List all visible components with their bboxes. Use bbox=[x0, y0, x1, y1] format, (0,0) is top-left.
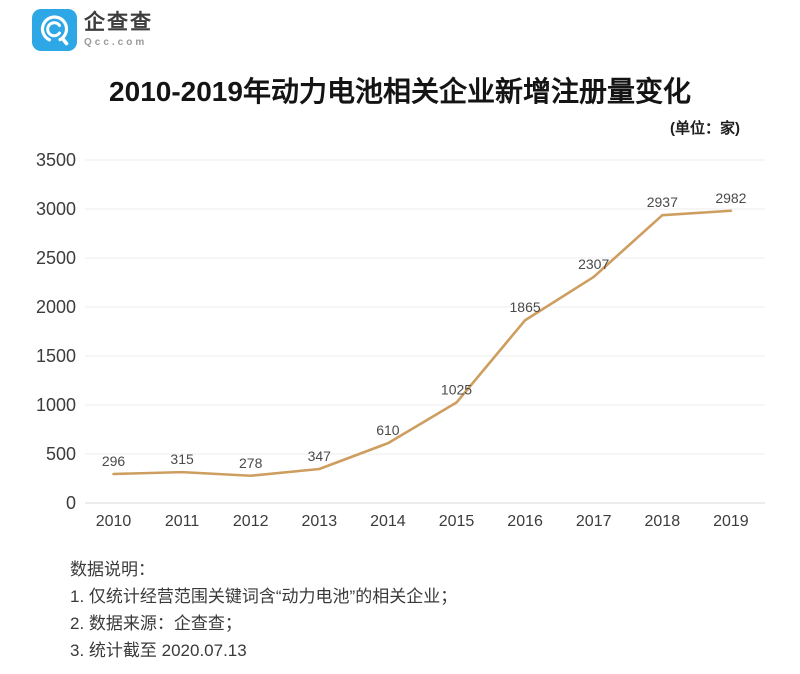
svg-text:2019: 2019 bbox=[713, 513, 749, 530]
svg-text:1865: 1865 bbox=[510, 299, 541, 315]
svg-text:2013: 2013 bbox=[302, 513, 338, 530]
svg-text:3500: 3500 bbox=[36, 150, 76, 170]
svg-text:2010: 2010 bbox=[96, 513, 132, 530]
svg-text:2937: 2937 bbox=[647, 194, 678, 210]
svg-text:610: 610 bbox=[376, 422, 400, 438]
svg-text:1000: 1000 bbox=[36, 395, 76, 415]
svg-text:500: 500 bbox=[46, 444, 76, 464]
svg-text:315: 315 bbox=[170, 451, 194, 467]
svg-text:1500: 1500 bbox=[36, 346, 76, 366]
svg-text:2982: 2982 bbox=[715, 190, 746, 206]
brand-text: 企查查 Qcc.com bbox=[84, 12, 153, 48]
note-item-1: 1. 仅统计经营范围关键词含“动力电池”的相关企业； bbox=[70, 587, 458, 606]
svg-text:2018: 2018 bbox=[645, 513, 681, 530]
svg-text:2012: 2012 bbox=[233, 513, 269, 530]
note-item-3: 3. 统计截至 2020.07.13 bbox=[70, 641, 247, 660]
qcc-logo: 企查查 Qcc.com bbox=[32, 9, 153, 51]
svg-text:3000: 3000 bbox=[36, 199, 76, 219]
svg-text:347: 347 bbox=[308, 448, 332, 464]
svg-text:2016: 2016 bbox=[507, 513, 543, 530]
svg-text:278: 278 bbox=[239, 455, 263, 471]
brand-name: 企查查 bbox=[84, 11, 153, 34]
line-chart: 0 500 1000 1500 2000 2500 3000 3500 296 315 278 347… bbox=[0, 138, 800, 538]
svg-text:1025: 1025 bbox=[441, 382, 472, 398]
page-title: 2010-2019年动力电池相关企业新增注册量变化 bbox=[109, 76, 691, 107]
unit-label: (单位：家) bbox=[670, 120, 740, 137]
svg-text:296: 296 bbox=[102, 453, 126, 469]
svg-text:2014: 2014 bbox=[370, 513, 406, 530]
svg-text:2500: 2500 bbox=[36, 248, 76, 268]
qcc-logo-icon bbox=[32, 9, 77, 51]
svg-text:2015: 2015 bbox=[439, 513, 475, 530]
brand-domain: Qcc.com bbox=[84, 37, 148, 48]
svg-text:2000: 2000 bbox=[36, 297, 76, 317]
svg-text:2307: 2307 bbox=[578, 256, 609, 272]
svg-text:2011: 2011 bbox=[165, 513, 200, 530]
notes-heading: 数据说明： bbox=[70, 560, 155, 579]
svg-text:2017: 2017 bbox=[576, 513, 612, 530]
notes-section: 数据说明： 1. 仅统计经营范围关键词含“动力电池”的相关企业； 2. 数据来源… bbox=[70, 556, 457, 664]
line-chart-svg: 0 500 1000 1500 2000 2500 3000 3500 296 315 278 347… bbox=[36, 150, 765, 530]
note-item-2: 2. 数据来源：企查查； bbox=[70, 614, 242, 633]
svg-text:0: 0 bbox=[66, 493, 76, 513]
